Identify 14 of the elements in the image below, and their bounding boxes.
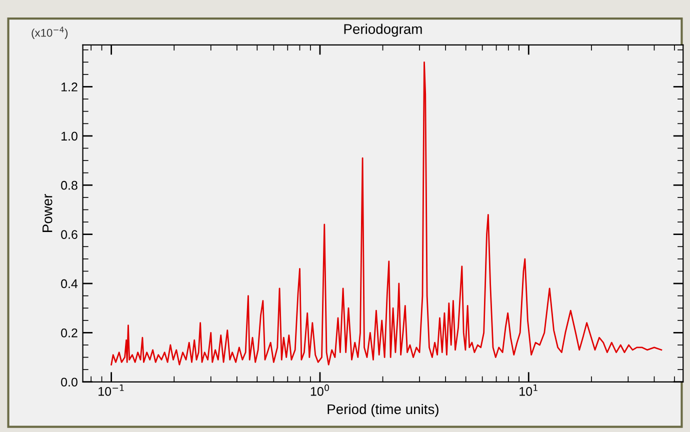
y-tick-label: 1.2 bbox=[62, 82, 78, 92]
text: (x10$^{−4}$) bbox=[32, 26, 68, 39]
y-axis-title: Power bbox=[42, 194, 52, 232]
x-tick-label: 10$^{1}$ bbox=[520, 384, 538, 396]
x-tick-label: 10$^{−1}$ bbox=[98, 384, 124, 396]
chart-title: Periodogram bbox=[344, 24, 422, 37]
y-tick-label: 0.0 bbox=[61, 378, 78, 387]
y-tick-label: 0.6 bbox=[61, 230, 78, 239]
x-tick-label: 10$^{0}$ bbox=[310, 384, 329, 396]
y-tick-label: 0.8 bbox=[61, 180, 78, 190]
y-tick-label: 0.4 bbox=[61, 279, 78, 288]
y-tick-label: 1.0 bbox=[62, 132, 78, 141]
y-tick-label: 0.2 bbox=[61, 328, 78, 338]
x-axis-title: Period (time units) bbox=[328, 404, 438, 417]
